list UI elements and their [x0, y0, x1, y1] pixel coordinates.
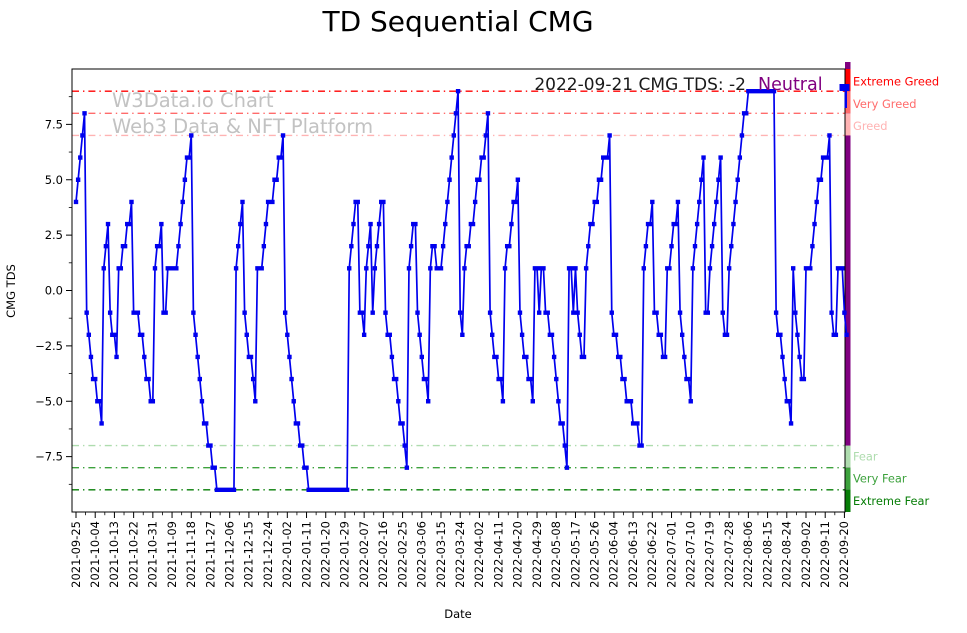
- svg-text:2022-06-22: 2022-06-22: [645, 521, 659, 588]
- zone-label-fear: Fear: [853, 450, 878, 464]
- svg-text:2022-02-07: 2022-02-07: [357, 521, 371, 588]
- svg-text:2022-08-06: 2022-08-06: [741, 521, 755, 588]
- svg-text:2022-07-10: 2022-07-10: [684, 521, 698, 588]
- svg-text:2022-04-02: 2022-04-02: [472, 521, 486, 588]
- svg-text:2021-10-13: 2021-10-13: [107, 521, 121, 588]
- svg-text:7.5: 7.5: [45, 117, 63, 131]
- y-axis-label: CMG TDS: [4, 264, 18, 318]
- svg-text:2022-05-26: 2022-05-26: [587, 521, 601, 588]
- svg-text:2022-05-08: 2022-05-08: [549, 521, 563, 588]
- svg-text:0.0: 0.0: [45, 284, 63, 298]
- zone-label-greed: Greed: [853, 119, 888, 133]
- chart-title: TD Sequential CMG: [322, 5, 594, 38]
- svg-text:2021-10-31: 2021-10-31: [146, 521, 160, 588]
- svg-text:2022-06-13: 2022-06-13: [626, 521, 640, 588]
- svg-text:2021-09-25: 2021-09-25: [69, 521, 83, 588]
- svg-text:2022-04-20: 2022-04-20: [511, 521, 525, 588]
- svg-text:2022-05-17: 2022-05-17: [568, 521, 582, 588]
- watermark: W3Data.io Chart Web3 Data & NFT Platform: [112, 88, 373, 139]
- svg-text:5.0: 5.0: [45, 173, 63, 187]
- zone-label-extreme-greed: Extreme Greed: [853, 75, 939, 89]
- svg-text:2022-03-24: 2022-03-24: [453, 521, 467, 588]
- watermark-line1: W3Data.io Chart: [112, 89, 274, 112]
- svg-text:2022-09-11: 2022-09-11: [818, 521, 832, 588]
- svg-text:2022-08-15: 2022-08-15: [760, 521, 774, 588]
- svg-text:2021-11-18: 2021-11-18: [184, 521, 198, 588]
- svg-text:2022-01-29: 2022-01-29: [338, 521, 352, 588]
- svg-text:−7.5: −7.5: [35, 450, 63, 464]
- svg-text:2.5: 2.5: [45, 228, 63, 242]
- svg-text:2021-10-22: 2021-10-22: [126, 521, 140, 588]
- svg-text:−2.5: −2.5: [35, 339, 63, 353]
- svg-text:2022-01-20: 2022-01-20: [319, 521, 333, 588]
- svg-text:2022-04-11: 2022-04-11: [491, 521, 505, 588]
- svg-text:2022-01-02: 2022-01-02: [280, 521, 294, 588]
- x-axis-label: Date: [444, 607, 472, 621]
- svg-text:2022-06-04: 2022-06-04: [607, 521, 621, 588]
- svg-text:2022-03-15: 2022-03-15: [434, 521, 448, 588]
- zone-label-extreme-fear: Extreme Fear: [853, 494, 929, 508]
- svg-text:2022-07-01: 2022-07-01: [664, 521, 678, 588]
- svg-text:2021-10-04: 2021-10-04: [88, 521, 102, 588]
- svg-text:2022-09-20: 2022-09-20: [837, 521, 851, 588]
- svg-text:2021-12-06: 2021-12-06: [222, 521, 236, 588]
- svg-text:2022-08-24: 2022-08-24: [780, 521, 794, 588]
- svg-text:2022-07-19: 2022-07-19: [703, 521, 717, 588]
- svg-text:2022-01-11: 2022-01-11: [299, 521, 313, 588]
- zone-label-very-fear: Very Fear: [853, 472, 907, 486]
- status-badge: Neutral: [758, 75, 823, 95]
- svg-text:2022-07-28: 2022-07-28: [722, 521, 736, 588]
- svg-text:2022-02-16: 2022-02-16: [376, 521, 390, 588]
- svg-text:2021-12-24: 2021-12-24: [261, 521, 275, 588]
- zone-label-very-greed: Very Greed: [853, 97, 916, 111]
- svg-text:2022-04-29: 2022-04-29: [530, 521, 544, 588]
- svg-text:2022-09-02: 2022-09-02: [799, 521, 813, 588]
- watermark-line2: Web3 Data & NFT Platform: [112, 114, 374, 138]
- svg-text:2022-03-06: 2022-03-06: [415, 521, 429, 588]
- latest-value-annotation: 2022-09-21 CMG TDS: -2: [534, 75, 746, 95]
- svg-text:2021-12-15: 2021-12-15: [242, 521, 256, 588]
- svg-text:−5.0: −5.0: [35, 394, 63, 408]
- svg-text:2021-11-09: 2021-11-09: [165, 521, 179, 588]
- svg-text:2021-11-27: 2021-11-27: [203, 521, 217, 588]
- svg-text:2022-02-25: 2022-02-25: [395, 521, 409, 588]
